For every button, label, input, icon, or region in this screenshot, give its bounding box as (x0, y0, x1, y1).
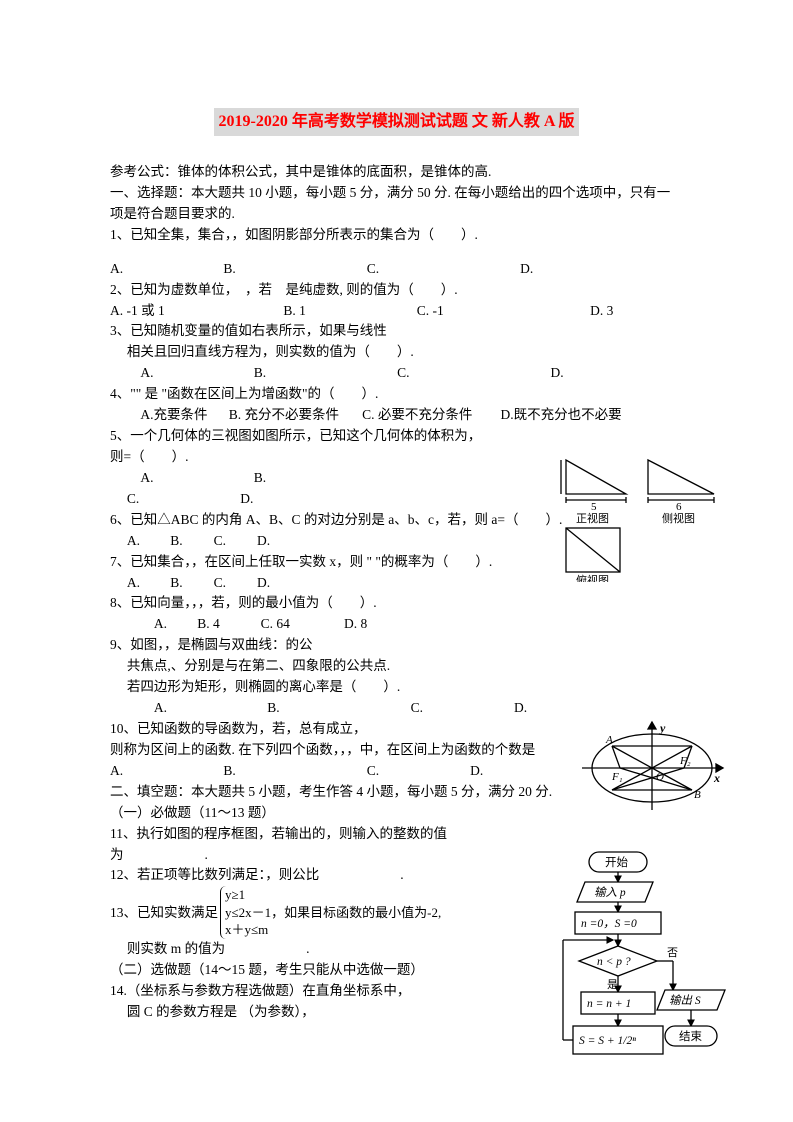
q1-opt-b: B. (223, 259, 363, 280)
q10-opt-b: B. (223, 761, 363, 782)
q1-opt-d: D. (520, 259, 620, 280)
q6-opt-a: A. (127, 531, 167, 552)
q4: 4、"" 是 "函数在区间上为增函数"的（ ）. (110, 384, 683, 405)
q5-opt-d: D. (240, 489, 380, 510)
q2-opt-b: B. 1 (283, 301, 413, 322)
q1: 1、已知全集，集合，，如图阴影部分所表示的集合为（ ）. (110, 225, 683, 246)
q10-opt-c: C. (367, 761, 467, 782)
q3-opt-b: B. (254, 363, 394, 384)
q9b: 共焦点,、分别是与在第二、四象限的公共点. (110, 656, 683, 677)
svg-text:F₁: F₁ (611, 771, 623, 783)
q2: 2、已知为虚数单位， ，若 是纯虚数, 则的值为（ ）. (110, 280, 683, 301)
q2-opt-d: D. 3 (590, 301, 613, 322)
q4-options: A.充要条件 B. 充分不必要条件 C. 必要不充分条件 D.既不充分也不必要 (110, 405, 683, 426)
front-label: 正视图 (576, 511, 609, 525)
side-label: 侧视图 (662, 511, 695, 525)
q3: 3、已知随机变量的值如右表所示，如果与线性 (110, 321, 683, 342)
svg-text:y: y (658, 721, 666, 735)
q1-opt-c: C. (367, 259, 517, 280)
svg-text:n = n + 1: n = n + 1 (587, 998, 631, 1010)
q6-opt-d: D. (257, 531, 270, 552)
svg-text:A: A (605, 734, 613, 746)
q5: 5、一个几何体的三视图如图所示，已知这个几何体的体积为， (110, 426, 683, 447)
q11: 11、执行如图的程序框图，若输出的，则输入的整数的值 (110, 824, 683, 845)
q7-opt-d: D. (257, 573, 270, 594)
page-title: 2019-2020 年高考数学模拟测试试题 文 新人教 A 版 (214, 108, 578, 136)
q4-opt-a: A.充要条件 (140, 405, 225, 426)
svg-text:是: 是 (607, 978, 618, 991)
q8-opt-b: B. 4 (197, 614, 257, 635)
q13-c2: y≤2x－1，如果目标函数的最小值为-2, (225, 904, 441, 922)
q9: 9、如图，，是椭圆与双曲线：的公 (110, 635, 683, 656)
triview-svg: h 5 正视图 6 侧视图 俯视图 (558, 452, 718, 582)
q5-opt-a: A. (140, 468, 250, 489)
svg-text:n =0，S =0: n =0，S =0 (581, 918, 637, 930)
q3-opt-c: C. (397, 363, 547, 384)
svg-text:输出 S: 输出 S (669, 994, 701, 1007)
q9-opt-c: C. (411, 698, 511, 719)
svg-text:x: x (713, 771, 720, 785)
flowchart-diagram: 开始 输入 p n =0，S =0 n < p ? 是 否 n = n + 1 … (557, 850, 727, 1116)
q2-opt-a: A. -1 或 1 (110, 301, 280, 322)
svg-text:S = S + 1/2ⁿ: S = S + 1/2ⁿ (579, 1035, 636, 1047)
ellipse-svg: A B F₁ F₂ O x y (580, 718, 725, 816)
formula-note: 参考公式：锥体的体积公式，其中是锥体的底面积，是锥体的高. (110, 162, 683, 183)
spacer (110, 246, 683, 259)
q9c: 若四边形为矩形，则椭圆的离心率是（ ）. (110, 677, 683, 698)
svg-text:结束: 结束 (679, 1030, 702, 1043)
svg-text:n < p ?: n < p ? (597, 956, 631, 968)
svg-text:6: 6 (676, 501, 682, 513)
q8-options: A. B. 4 C. 64 D. 8 (110, 614, 683, 635)
q10-opt-d: D. (470, 761, 483, 782)
svg-text:开始: 开始 (605, 855, 628, 869)
q9-opt-b: B. (267, 698, 407, 719)
q13-c1: y≥1 (225, 886, 441, 904)
q9-opt-d: D. (514, 698, 527, 719)
q2-options: A. -1 或 1 B. 1 C. -1 D. 3 (110, 301, 683, 322)
ellipse-diagram: A B F₁ F₂ O x y (580, 718, 725, 822)
svg-text:O: O (656, 771, 664, 783)
q9-opt-a: A. (154, 698, 264, 719)
q9-options: A. B. C. D. (110, 698, 683, 719)
q3-opt-a: A. (140, 363, 250, 384)
q3b: 相关且回归直线方程为，则实数的值为（ ）. (110, 342, 683, 363)
q1-options: A. B. C. D. (110, 259, 683, 280)
q4-opt-d: D.既不充分也不必要 (501, 405, 622, 426)
svg-text:F₂: F₂ (679, 755, 691, 767)
q6-opt-c: C. (214, 531, 254, 552)
q5-opt-b: B. (254, 468, 394, 489)
flowchart-svg: 开始 输入 p n =0，S =0 n < p ? 是 否 n = n + 1 … (557, 850, 727, 1110)
q7-opt-a: A. (127, 573, 167, 594)
q8-opt-a: A. (154, 614, 194, 635)
top-label: 俯视图 (576, 573, 609, 582)
q8: 8、已知向量，，，若，则的最小值为（ ）. (110, 593, 683, 614)
q8-opt-d: D. 8 (344, 614, 367, 635)
svg-text:否: 否 (667, 947, 678, 959)
q8-opt-c: C. 64 (261, 614, 341, 635)
q10-opt-a: A. (110, 761, 220, 782)
q13-c3: x＋y≤m (225, 921, 441, 939)
q3-options: A. B. C. D. (110, 363, 683, 384)
section1-header: 一、选择题：本大题共 10 小题，每小题 5 分，满分 50 分. 在每小题给出… (110, 183, 683, 225)
q5-opt-c: C. (127, 489, 237, 510)
q6-opt-b: B. (170, 531, 210, 552)
title-wrap: 2019-2020 年高考数学模拟测试试题 文 新人教 A 版 (110, 108, 683, 150)
q1-opt-a: A. (110, 259, 220, 280)
q7-opt-b: B. (170, 573, 210, 594)
svg-text:输入 p: 输入 p (594, 886, 626, 899)
q3-opt-d: D. (551, 363, 651, 384)
svg-text:5: 5 (591, 501, 597, 513)
q7-opt-c: C. (214, 573, 254, 594)
q4-opt-b: B. 充分不必要条件 (229, 405, 359, 426)
three-view-diagram: h 5 正视图 6 侧视图 俯视图 (558, 452, 718, 588)
q13-prefix: 13、已知实数满足 (110, 903, 218, 923)
q2-opt-c: C. -1 (417, 301, 587, 322)
q4-opt-c: C. 必要不充分条件 (362, 405, 497, 426)
q13-constraints: y≥1 y≤2x－1，如果目标函数的最小值为-2, x＋y≤m (220, 886, 441, 939)
svg-text:B: B (694, 789, 701, 801)
